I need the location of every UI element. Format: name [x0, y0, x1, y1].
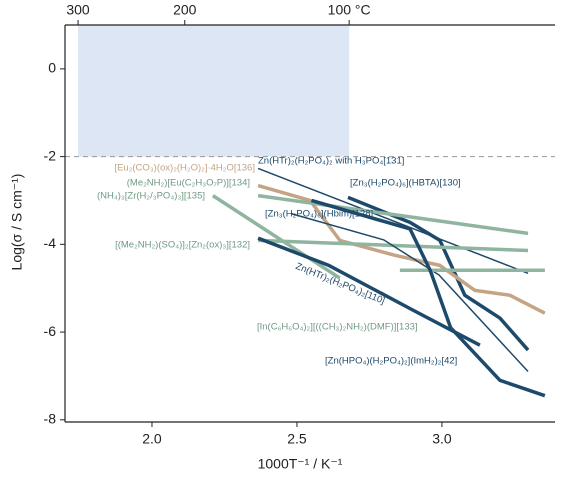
- y-tick-label: -4: [44, 235, 57, 251]
- x2-tick-label: 300: [66, 2, 90, 18]
- y-tick-label: -8: [44, 411, 57, 427]
- series-label: [(Me₂NH₂)(SO₄)]₂[Zn₂(ox)₃][132]: [115, 240, 250, 251]
- series-line: [347, 195, 530, 352]
- series-line: [310, 198, 546, 398]
- series-label: Zn(HTr)₂(H₂PO₄)₂ with H₃PO₄[131]: [258, 156, 404, 167]
- y-tick-label: 0: [48, 60, 56, 76]
- series-line: [257, 193, 529, 236]
- series-label: (NH₄)₃[Zr(H₂/₃PO₄)₃][135]: [97, 191, 205, 202]
- y-tick-label: -6: [44, 323, 57, 339]
- shaded-region: [78, 25, 350, 157]
- series-label: [Eu₂(CO₃)(ox)₂(H₂O)₂]·4H₂O[136]: [114, 163, 255, 174]
- x2-tick-label: 100 °C: [328, 2, 371, 18]
- x-tick-label: 3.0: [432, 431, 452, 447]
- y-axis-label: Log(σ / S cm⁻¹): [9, 174, 25, 271]
- series-line: [290, 212, 529, 373]
- x-axis-label: 1000T⁻¹ / K⁻¹: [258, 456, 343, 472]
- series-line: [257, 183, 546, 315]
- series-label: [Zn(HPO₄)(H₂PO₄)₂](ImH₂)₂[42]: [325, 356, 457, 367]
- series-line: [211, 194, 341, 280]
- series-label: [Zn₃(H₂PO₄)₆](Hbim)[128]: [265, 209, 373, 220]
- x2-tick-label: 200: [173, 2, 197, 18]
- series-line: [257, 236, 481, 347]
- series-label: [In(C₆H₆O₄)₂][((CH₃)₂NH₂)(DMF)][133]: [257, 322, 418, 333]
- series-label: [Zn₃(H₂PO₄)₆](HBTA)[130]: [350, 178, 461, 189]
- y-tick-label: -2: [44, 147, 57, 163]
- x-tick-label: 2.5: [287, 431, 307, 447]
- series-line: [257, 167, 529, 274]
- x-tick-label: 2.0: [142, 431, 162, 447]
- series-label: (Me₂NH₂)[Eu(C₂H₃O₇P)][134]: [127, 178, 250, 189]
- series-label: Zn(HTr)₂(H₂PO₄)₂[110]: [294, 261, 386, 307]
